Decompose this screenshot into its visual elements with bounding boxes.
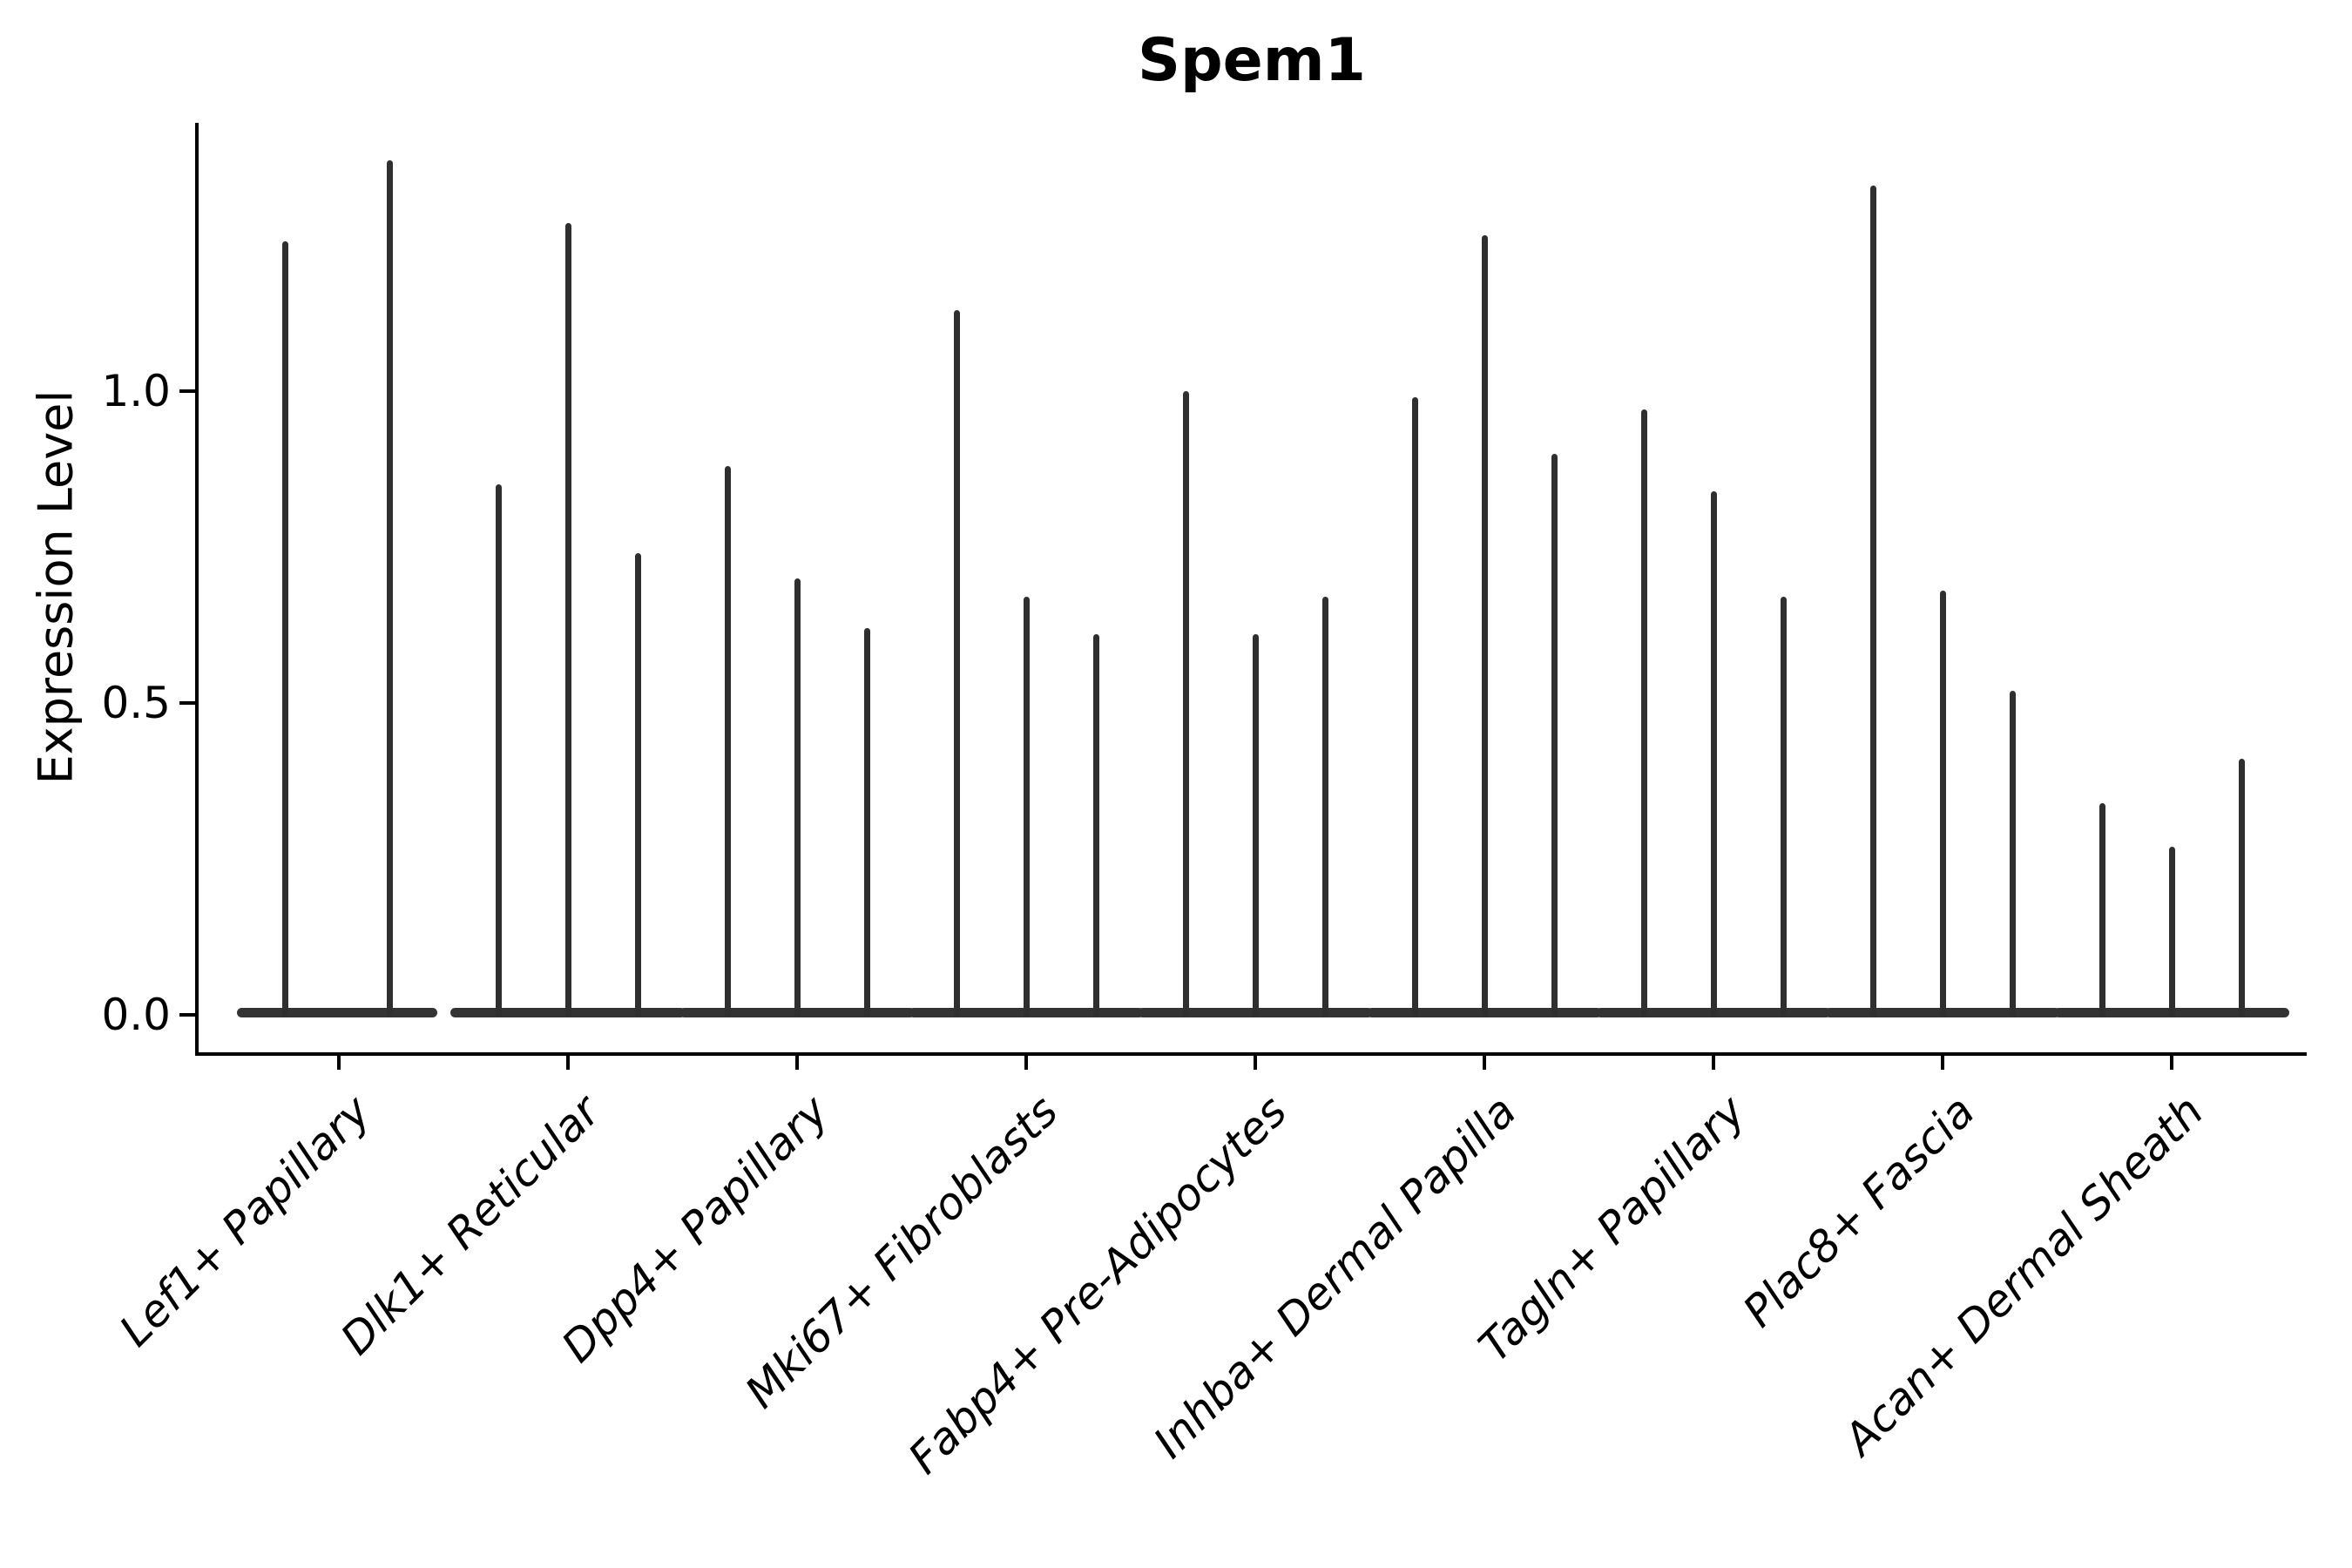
- violin-spike: [953, 309, 960, 1017]
- y-tick-label: 0.0: [101, 990, 171, 1040]
- y-tick-mark: [179, 389, 195, 393]
- x-tick-mark: [566, 1052, 570, 1070]
- violin-spike: [1869, 185, 1876, 1017]
- violin-spike: [495, 484, 502, 1017]
- violin-spike: [281, 241, 288, 1017]
- x-tick-mark: [795, 1052, 799, 1070]
- x-axis-spine: [195, 1052, 2307, 1056]
- violin-spike: [386, 160, 393, 1017]
- violin-spike: [1252, 634, 1259, 1017]
- violin-spike: [1023, 597, 1030, 1017]
- violin-spike: [1780, 597, 1787, 1017]
- y-tick-mark: [179, 701, 195, 705]
- violin-spike: [1092, 634, 1099, 1017]
- violin-spike: [564, 222, 571, 1017]
- x-tick-mark: [2170, 1052, 2173, 1070]
- violin-spike: [1321, 597, 1328, 1017]
- violin-spike: [1551, 453, 1558, 1017]
- y-axis-spine: [195, 123, 199, 1056]
- violin-spike: [1182, 391, 1189, 1017]
- violin-spike: [2238, 759, 2245, 1017]
- y-axis-label: Expression Level: [28, 389, 84, 785]
- violin-spike: [2009, 690, 2016, 1017]
- violin-spike: [634, 553, 641, 1017]
- x-tick-mark: [337, 1052, 341, 1070]
- violin-spike: [1640, 409, 1647, 1017]
- violin-spike: [1710, 490, 1717, 1017]
- violin-spike: [1481, 235, 1488, 1017]
- y-tick-label: 0.5: [101, 678, 171, 728]
- x-tick-mark: [1254, 1052, 1257, 1070]
- violin-spike: [724, 465, 731, 1017]
- violin-spike: [794, 578, 801, 1017]
- violin-spike: [1411, 397, 1418, 1017]
- violin-spike: [2168, 846, 2175, 1017]
- x-tick-mark: [1941, 1052, 1944, 1070]
- chart-title: Spem1: [1138, 26, 1366, 95]
- x-tick-mark: [1483, 1052, 1486, 1070]
- x-tick-mark: [1024, 1052, 1028, 1070]
- violin-base: [237, 1007, 437, 1017]
- violin-spike: [1939, 591, 1946, 1017]
- x-tick-label: Plac8+ Fascia: [1733, 1085, 1984, 1337]
- violin-spike: [863, 628, 870, 1017]
- x-tick-mark: [1712, 1052, 1715, 1070]
- x-tick-label: Lef1+ Papillary: [110, 1085, 381, 1356]
- violin-spike: [2099, 802, 2105, 1017]
- y-tick-mark: [179, 1013, 195, 1017]
- x-tick-label: Fabp4+ Pre-Adipocytes: [899, 1085, 1297, 1484]
- y-tick-label: 1.0: [101, 366, 171, 416]
